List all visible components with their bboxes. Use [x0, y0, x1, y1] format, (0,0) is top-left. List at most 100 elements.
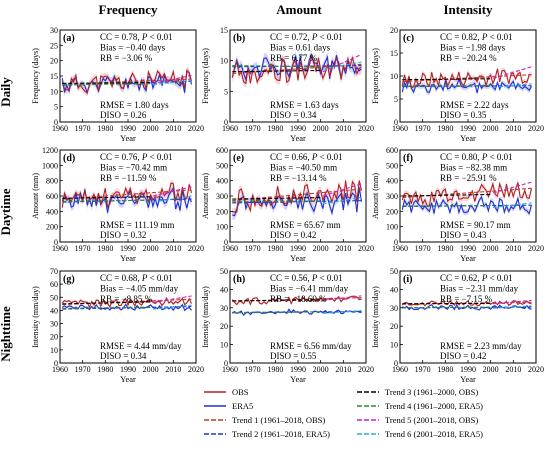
trend6-line	[322, 310, 362, 314]
y-tick-label: 400	[386, 177, 398, 186]
stat-line: Bias = −0.40 days	[100, 43, 166, 53]
legend-label: Trend 1 (1961–2018, OBS)	[232, 415, 325, 425]
stat-line: Bias = −4.05 mm/day	[100, 284, 179, 294]
y-tick-label: 40	[220, 285, 228, 294]
y-tick-label: 0	[224, 238, 228, 247]
y-tick-label: 400	[46, 207, 58, 216]
x-tick-label: 2010	[165, 365, 181, 374]
y-tick-label: 300	[216, 192, 228, 201]
trend3-line	[402, 78, 491, 81]
y-axis-label: Amount (mm)	[371, 173, 380, 219]
x-tick-label: 1970	[75, 124, 91, 133]
trend3-line	[402, 193, 491, 197]
legend-label: Trend 2 (1961–2018, ERA5)	[232, 429, 330, 439]
x-tick-label: 1990	[460, 124, 476, 133]
stat-line: DISO = 0.34	[270, 110, 317, 120]
trend5-line	[492, 66, 532, 79]
x-tick-label: 1960	[222, 365, 238, 374]
y-tick-label: 500	[216, 161, 228, 170]
legend-label: ERA5	[232, 401, 253, 411]
y-tick-label: 10	[50, 346, 58, 355]
trend3-line	[62, 196, 151, 199]
x-tick-label: 2020	[528, 124, 544, 133]
trend4-line	[232, 65, 321, 68]
panel-label: (a)	[63, 33, 75, 44]
trend6-line	[152, 195, 192, 203]
panel-label: (g)	[63, 274, 75, 285]
stat-line: RMSE = 2.23 mm/day	[440, 341, 522, 351]
panel-label: (i)	[403, 274, 412, 285]
x-tick-label: 1990	[460, 244, 476, 253]
era5-line	[402, 303, 532, 311]
stat-line: DISO = 0.42	[440, 351, 486, 361]
y-tick-label: 400	[216, 177, 228, 186]
y-tick-label: 5	[54, 103, 58, 112]
x-tick-label: 1980	[97, 244, 113, 253]
row-title-daily: Daily	[0, 77, 13, 107]
y-tick-label: 200	[386, 207, 398, 216]
stat-line: RB = −20.24 %	[440, 53, 497, 63]
x-tick-label: 1960	[392, 244, 408, 253]
x-tick-label: 2020	[358, 365, 374, 374]
stat-line: RB = −13.14 %	[270, 173, 327, 183]
x-tick-label: 1980	[437, 124, 453, 133]
x-tick-label: 1980	[97, 124, 113, 133]
y-tick-label: 600	[386, 146, 398, 155]
y-tick-label: 20	[390, 26, 398, 35]
x-tick-label: 2000	[483, 124, 499, 133]
x-tick-label: 2000	[483, 365, 499, 374]
x-tick-label: 2000	[313, 365, 329, 374]
panel-label: (e)	[233, 153, 244, 164]
legend-entry-trend5: Trend 5 (2001–2018, OBS)	[357, 415, 478, 425]
stat-line: RMSE = 1.63 days	[270, 100, 339, 110]
y-tick-label: 5	[394, 95, 398, 104]
stat-line: RMSE = 1.80 days	[100, 100, 169, 110]
trend2-line	[232, 200, 362, 204]
stat-line: DISO = 0.55	[270, 351, 317, 361]
y-tick-label: 20	[50, 57, 58, 66]
x-tick-label: 2020	[358, 124, 374, 133]
y-tick-label: 20	[390, 322, 398, 331]
y-tick-label: 0	[394, 118, 398, 127]
legend-entry-trend6: Trend 6 (2001–2018, ERA5)	[357, 429, 483, 439]
obs-band	[62, 179, 192, 212]
stat-line: RB = −8.85 %	[100, 294, 153, 304]
x-tick-label: 1980	[97, 365, 113, 374]
y-tick-label: 15	[50, 72, 58, 81]
trend5-line	[152, 186, 192, 197]
panel-b: 0 5 10 15 1960 1970 1980 1990 2000 2010 2020 Year Fr…	[201, 26, 374, 143]
x-tick-label: 1960	[392, 365, 408, 374]
x-tick-label: 1960	[52, 244, 68, 253]
x-axis-label: Year	[460, 253, 476, 263]
y-tick-label: 100	[386, 223, 398, 232]
x-tick-label: 1990	[290, 124, 306, 133]
x-tick-label: 1960	[52, 124, 68, 133]
x-tick-label: 1980	[437, 365, 453, 374]
row-titles: Daily Daytime Nighttime	[0, 77, 13, 362]
stat-line: CC = 0.68, P < 0.01	[100, 273, 173, 283]
x-axis-label: Year	[460, 374, 476, 384]
stat-line: Bias = −70.42 mm	[100, 163, 167, 173]
x-tick-label: 2010	[165, 244, 181, 253]
trend4-line	[62, 83, 151, 86]
x-tick-label: 1970	[75, 244, 91, 253]
y-tick-label: 15	[220, 26, 228, 35]
x-tick-label: 1970	[415, 365, 431, 374]
y-tick-label: 0	[394, 359, 398, 368]
y-tick-label: 10	[50, 87, 58, 96]
trend4-line	[62, 306, 151, 310]
y-tick-label: 10	[390, 72, 398, 81]
x-tick-label: 1960	[222, 124, 238, 133]
x-tick-label: 1980	[267, 124, 283, 133]
y-tick-label: 20	[220, 322, 228, 331]
y-tick-label: 10	[220, 341, 228, 350]
x-axis-label: Year	[290, 374, 306, 384]
y-tick-label: 50	[220, 267, 228, 276]
panel-e: 0 100 200 300 400 500 600 1960 1970 1980 1990 2000 2…	[201, 146, 374, 263]
trend3-line	[232, 69, 321, 73]
trend5-line	[322, 183, 362, 197]
x-tick-label: 1990	[120, 365, 136, 374]
trend5-line	[322, 54, 362, 73]
